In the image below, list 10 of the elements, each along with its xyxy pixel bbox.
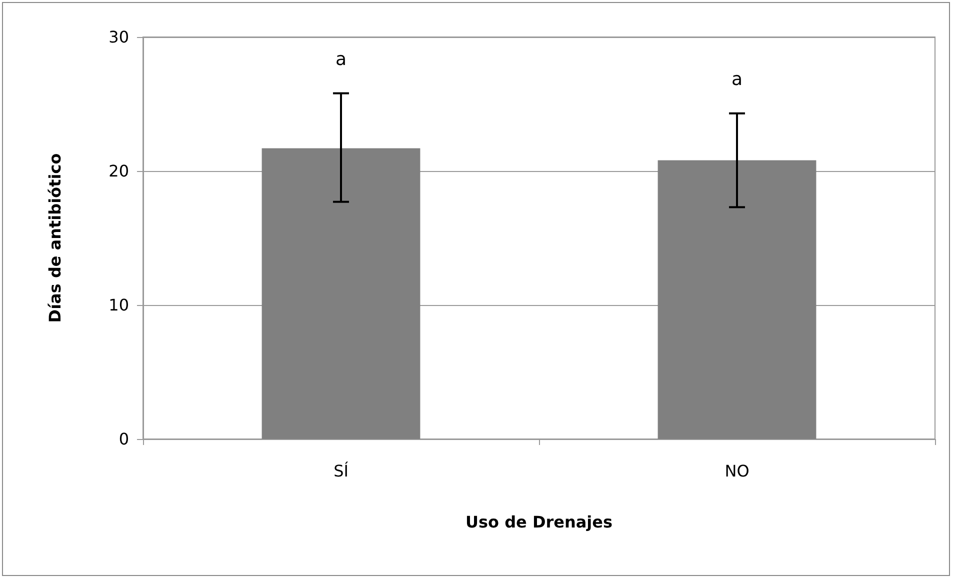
y-axis-title: Días de antibiótico [46,153,64,323]
y-tick-label: 10 [108,296,129,314]
annotation: a [335,48,347,70]
annotation: a [731,68,743,90]
x-tick-label: SÍ [334,462,349,480]
y-tick-label: 20 [108,162,129,180]
x-axis-title: Uso de Drenajes [465,512,613,532]
x-tick-label: NO [724,462,750,480]
y-tick-label: 30 [108,28,129,46]
y-tick-label: 0 [118,430,129,448]
